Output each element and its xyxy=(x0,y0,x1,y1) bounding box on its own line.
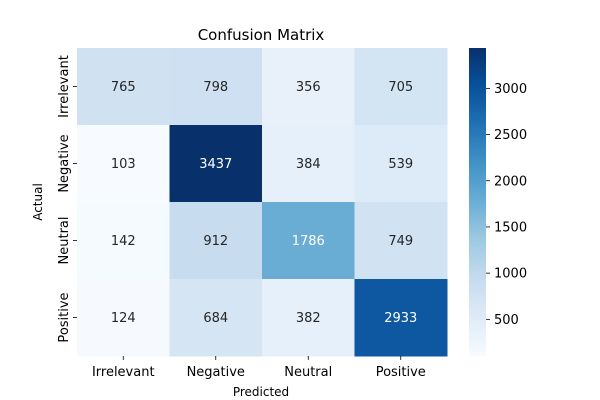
colorbar-tick-label: 3000 xyxy=(494,82,527,97)
cell-value: 798 xyxy=(203,80,228,95)
heatmap-cell xyxy=(169,48,263,126)
x-axis: Irrelevant Negative Neutral Positive xyxy=(92,356,426,380)
cell-value: 684 xyxy=(203,311,228,326)
heatmap-cell xyxy=(262,125,355,203)
cell-value: 1786 xyxy=(292,234,325,249)
heatmap-cells xyxy=(77,48,448,357)
x-tick-label: Irrelevant xyxy=(92,365,155,380)
heatmap-cell xyxy=(354,202,448,280)
y-tick-label: Positive xyxy=(57,292,72,342)
chart-title: Confusion Matrix xyxy=(198,26,325,44)
y-tick-label: Negative xyxy=(57,134,72,192)
cell-value: 356 xyxy=(296,80,321,95)
y-tick-label: Irrelevant xyxy=(57,55,72,118)
cell-annotations: 765 798 356 705 103 3437 384 539 142 912 1786 749 12… xyxy=(111,80,417,326)
cell-value: 2933 xyxy=(384,311,417,326)
heatmap-cell xyxy=(354,279,448,357)
cell-value: 382 xyxy=(296,311,321,326)
y-axis: Irrelevant Negative Neutral Positive xyxy=(57,55,77,343)
x-tick-label: Negative xyxy=(187,365,245,380)
heatmap-cell xyxy=(262,48,355,126)
cell-value: 384 xyxy=(296,157,321,172)
colorbar-ticks: 500 1000 1500 2000 2500 3000 xyxy=(486,82,527,328)
cell-value: 142 xyxy=(111,234,136,249)
cell-value: 539 xyxy=(388,157,413,172)
heatmap-cell xyxy=(169,125,263,203)
cell-value: 103 xyxy=(111,157,136,172)
cell-value: 765 xyxy=(111,80,136,95)
cell-value: 912 xyxy=(203,234,228,249)
x-axis-label: Predicted xyxy=(233,385,289,399)
heatmap-cell xyxy=(169,279,263,357)
y-tick-label: Neutral xyxy=(57,217,72,265)
colorbar-tick-label: 2500 xyxy=(494,128,527,143)
heatmap-cell xyxy=(77,125,170,203)
cell-value: 749 xyxy=(388,234,413,249)
y-axis-label: Actual xyxy=(31,183,45,221)
heatmap-cell xyxy=(77,279,170,357)
colorbar-gradient xyxy=(469,48,486,356)
colorbar-tick-label: 500 xyxy=(494,313,519,328)
heatmap-cell xyxy=(169,202,263,280)
colorbar: 500 1000 1500 2000 2500 3000 xyxy=(469,48,527,356)
heatmap-cell xyxy=(354,125,448,203)
heatmap-cell xyxy=(262,279,355,357)
cell-value: 124 xyxy=(111,311,136,326)
cell-value: 3437 xyxy=(199,157,232,172)
colorbar-tick-label: 2000 xyxy=(494,174,527,189)
heatmap-cell xyxy=(354,48,448,126)
colorbar-tick-label: 1000 xyxy=(494,267,527,282)
cell-value: 705 xyxy=(388,80,413,95)
heatmap-cell xyxy=(77,48,170,126)
x-tick-label: Neutral xyxy=(284,365,332,380)
colorbar-tick-label: 1500 xyxy=(494,220,527,235)
x-tick-label: Positive xyxy=(376,365,426,380)
heatmap-cell xyxy=(77,202,170,280)
heatmap-cell xyxy=(262,202,355,280)
